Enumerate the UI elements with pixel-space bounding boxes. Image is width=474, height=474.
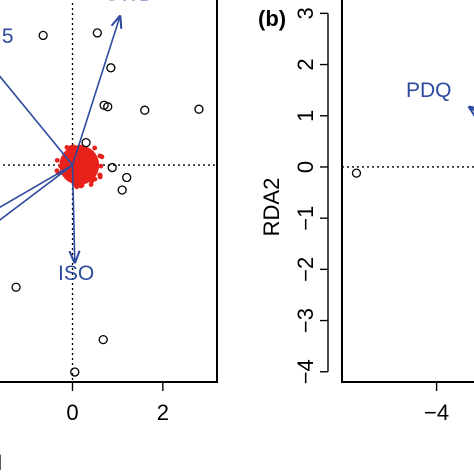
centroid-cloud-point: [79, 154, 84, 160]
site-point: [11, 282, 21, 292]
left-panel: CWDI5ISO 02 I: [0, 0, 218, 474]
y-tick-label: −2: [293, 257, 318, 282]
centroid-cloud-point: [64, 145, 70, 150]
centroid-cloud-point: [92, 176, 98, 182]
left-plot-area: CWD I5 ISO: [0, 0, 217, 382]
x-tick-label: 2: [157, 400, 169, 425]
site-point: [106, 63, 116, 73]
centroid-cloud-point: [90, 159, 96, 164]
panel-b-label: (b): [258, 6, 286, 31]
arrow-label-iso: ISO: [58, 262, 94, 285]
centroid-cloud-point: [71, 144, 77, 150]
left-plot-frame: [0, 0, 218, 383]
centroid-cloud-point: [77, 163, 83, 169]
left-axis-letter: I: [0, 450, 2, 474]
site-point: [107, 162, 117, 173]
y-tick-label: −1: [293, 206, 318, 231]
right-x-axis: −4: [424, 382, 449, 425]
centroid-cloud-point: [88, 172, 94, 178]
centroid-cloud-point: [91, 163, 97, 169]
y-tick-label: 1: [293, 110, 318, 122]
centroid-cloud-point: [90, 167, 96, 173]
environment-arrow: [0, 164, 73, 221]
site-point: [92, 28, 102, 38]
site-point: [117, 185, 127, 195]
site-point: [98, 334, 108, 345]
centroid-cloud-point: [63, 158, 69, 164]
y-tick-label: 2: [293, 58, 318, 70]
centroid-cloud-point: [86, 164, 92, 169]
site-point: [194, 104, 204, 114]
arrow-label-cwd: CWD: [104, 0, 154, 5]
site-point: [38, 30, 48, 41]
site-point: [103, 102, 113, 112]
centroid-cloud-point: [97, 153, 103, 159]
y-tick-label: −4: [293, 359, 318, 384]
site-point: [351, 168, 362, 178]
y-axis-title: RDA2: [259, 178, 284, 237]
centroid-cloud-point: [78, 174, 84, 180]
site-point: [140, 105, 150, 115]
environment-arrow: [0, 75, 74, 166]
x-tick-label: 0: [66, 400, 78, 425]
centroid-cloud-point: [54, 168, 60, 174]
y-tick-label: 0: [293, 161, 318, 173]
arrow-label-i5: I5: [0, 25, 14, 48]
centroid-cloud-point: [61, 164, 66, 170]
site-point: [70, 367, 80, 377]
environment-arrow: [469, 107, 474, 112]
site-point: [81, 137, 91, 148]
arrow-label-pdq: PDQ: [406, 79, 452, 102]
right-y-axis: −4 −3 −2 −1 0 1 2 3: [293, 7, 329, 384]
right-plot-frame: [341, 0, 474, 383]
centroid-cloud-point: [73, 178, 79, 183]
centroid-cloud-point: [79, 182, 85, 188]
y-tick-label: −3: [293, 308, 318, 333]
right-plot-area: PDQ: [342, 79, 474, 178]
x-tick-label: −4: [424, 400, 449, 425]
environment-arrow: [73, 165, 75, 262]
centroid-cloud-point: [74, 184, 80, 190]
environment-arrow: [0, 164, 73, 209]
centroid-cloud-point: [70, 152, 76, 158]
centroid-cloud-point: [87, 155, 92, 161]
centroid-cloud-point: [54, 157, 60, 163]
right-panel: (b) RDA2 PDQ −4 −3 −2 −1 0 1 2 3 −4: [258, 0, 474, 425]
environment-arrow: [71, 16, 120, 166]
centroid-cloud-point: [84, 170, 90, 176]
centroid-cloud-point: [97, 174, 103, 180]
y-tick-label: 3: [293, 7, 318, 19]
site-point: [122, 172, 132, 183]
centroid-cloud-point: [92, 145, 98, 151]
centroid-cloud-point: [98, 163, 104, 169]
